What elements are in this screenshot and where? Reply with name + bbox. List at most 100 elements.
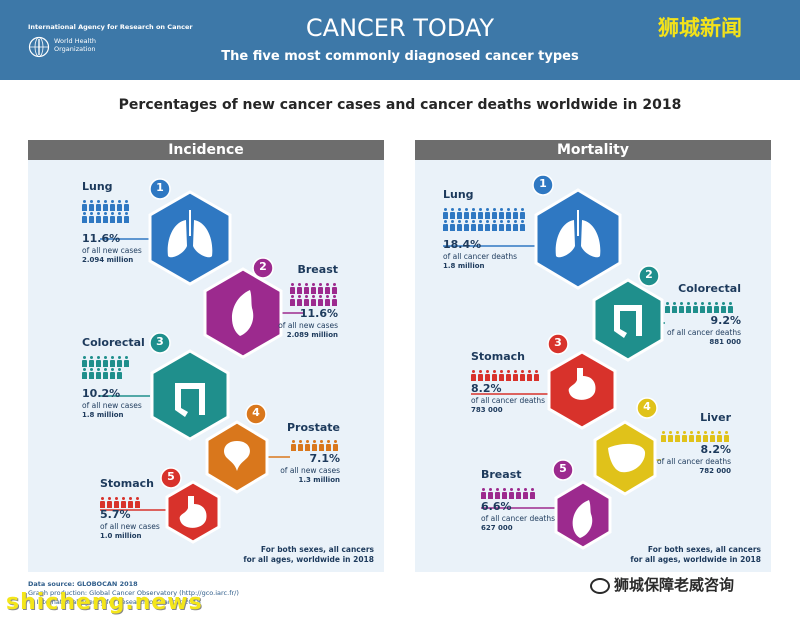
incidence-panel: Incidence 1 2 3 4 5 Lung 11.6% of all: [28, 140, 384, 572]
rank-badge: [149, 178, 171, 200]
percent-description: of all new cases: [82, 401, 142, 410]
people-icon-group: [471, 366, 541, 381]
source-line: Data source: GLOBOCAN 2018: [28, 580, 138, 588]
note-line: For both sexes, all cancers: [647, 545, 761, 554]
rank-badge: [252, 257, 274, 279]
rank-badge: [532, 174, 554, 196]
footer-source: Data source: GLOBOCAN 2018 Graph product…: [28, 580, 239, 607]
rank-badge: [149, 332, 171, 354]
page-title: CANCER TODAY: [305, 14, 495, 42]
percent-description: of all cancer deaths: [656, 457, 731, 466]
site-watermark: shicheng.news: [6, 590, 203, 615]
death-count: 783 000: [471, 406, 503, 414]
people-icon-group: [290, 279, 339, 306]
iarc-name: International Agency for Research on Can…: [28, 23, 193, 31]
who-name-line1: World Health: [54, 37, 97, 45]
percent-value: 9.2%: [710, 314, 741, 327]
rank-badge: [552, 459, 574, 481]
case-count: 1.0 million: [100, 532, 142, 540]
mortality-hex-chain: [443, 174, 665, 550]
cancer-name-prostate: Prostate: [287, 421, 340, 434]
percent-description: of all cancer deaths: [471, 396, 546, 405]
rank-badge: [245, 403, 267, 425]
lung-hex: [148, 190, 232, 286]
percent-value: 7.1%: [309, 452, 340, 465]
people-icon-group: [82, 196, 131, 223]
rank-number: 5: [167, 470, 175, 483]
colorectal-hex: [150, 349, 230, 441]
cancer-name-breast: Breast: [297, 263, 339, 276]
incidence-note: For both sexes, all cancers for all ages…: [218, 545, 374, 565]
death-count: 627 000: [481, 524, 513, 532]
incidence-hex-chain: [100, 178, 303, 544]
percent-value: 10.2%: [82, 387, 121, 400]
rank-number: 3: [554, 336, 562, 349]
colon-icon: [614, 305, 642, 338]
cancer-name-liver: Liver: [700, 411, 731, 424]
wechat-watermark-text: 狮城保障老威咨询: [614, 576, 735, 594]
mortality-note: For both sexes, all cancers for all ages…: [605, 545, 761, 565]
rank-badge: [636, 397, 658, 419]
note-line: for all ages, worldwide in 2018: [630, 555, 761, 564]
mortality-panel: Mortality 1 2 3 4 5 Lung 18.4% of all ca…: [415, 140, 771, 572]
percent-description: of all new cases: [82, 246, 142, 255]
wechat-watermark: 狮城保障老威咨询: [590, 574, 734, 595]
rank-number: 1: [156, 181, 164, 194]
case-count: 2.094 million: [82, 256, 134, 264]
who-name-line2: Organization: [54, 45, 96, 53]
percent-description: of all new cases: [280, 466, 340, 475]
people-icon-group: [100, 493, 142, 508]
percent-value: 11.6%: [299, 307, 338, 320]
case-count: 1.8 million: [82, 411, 124, 419]
mortality-heading: Mortality: [415, 140, 771, 160]
cancer-name-colorectal: Colorectal: [678, 282, 741, 295]
rank-number: 2: [645, 268, 653, 281]
breast-icon: [572, 500, 593, 538]
rank-badge: [160, 467, 182, 489]
note-line: For both sexes, all cancers: [260, 545, 374, 554]
percent-description: of all new cases: [100, 522, 160, 531]
percent-value: 8.2%: [471, 382, 502, 395]
cancer-name-lung: Lung: [82, 180, 113, 193]
stomach-icon: [179, 496, 207, 528]
case-count: 2.089 million: [286, 331, 338, 339]
percent-value: 5.7%: [100, 508, 131, 521]
people-icon-group: [661, 427, 731, 442]
breast-icon: [231, 290, 254, 336]
percent-value: 6.6%: [481, 500, 512, 513]
people-icon-group: [481, 484, 537, 499]
rank-number: 3: [156, 335, 164, 348]
colon-icon: [175, 383, 205, 417]
rank-number: 4: [643, 400, 651, 413]
percent-value: 11.6%: [82, 232, 121, 245]
people-icon-group: [665, 298, 735, 313]
prostate-icon: [224, 441, 250, 471]
source-link[interactable]: Graph production: Global Cancer Observat…: [28, 589, 239, 597]
percent-description: of all cancer deaths: [443, 252, 518, 261]
rank-number: 1: [539, 177, 547, 190]
lungs-icon: [555, 210, 601, 258]
stomach-icon: [568, 368, 596, 400]
lung-hex: [534, 188, 622, 290]
death-count: 1.8 million: [443, 262, 485, 270]
rank-number: 2: [259, 260, 267, 273]
lungs-icon: [167, 210, 213, 258]
people-icon-group: [443, 204, 527, 231]
percent-description: of all cancer deaths: [481, 514, 556, 523]
rank-badge: [547, 333, 569, 355]
header-banner: International Agency for Research on Can…: [0, 0, 800, 80]
people-icon-group: [82, 352, 131, 379]
cancer-name-colorectal: Colorectal: [82, 336, 145, 349]
page-subtitle: The five most commonly diagnosed cancer …: [221, 49, 579, 64]
section-title: Percentages of new cancer cases and canc…: [118, 97, 682, 113]
death-count: 881 000: [709, 338, 741, 346]
rank-number: 5: [559, 462, 567, 475]
death-count: 782 000: [699, 467, 731, 475]
people-icon-group: [291, 436, 340, 451]
rank-number: 4: [252, 406, 260, 419]
note-line: for all ages, worldwide in 2018: [243, 555, 374, 564]
who-logo-icon: [28, 36, 50, 58]
percent-value: 18.4%: [443, 238, 482, 251]
news-badge: 狮城新闻: [658, 16, 742, 40]
cancer-name-breast: Breast: [481, 468, 522, 481]
